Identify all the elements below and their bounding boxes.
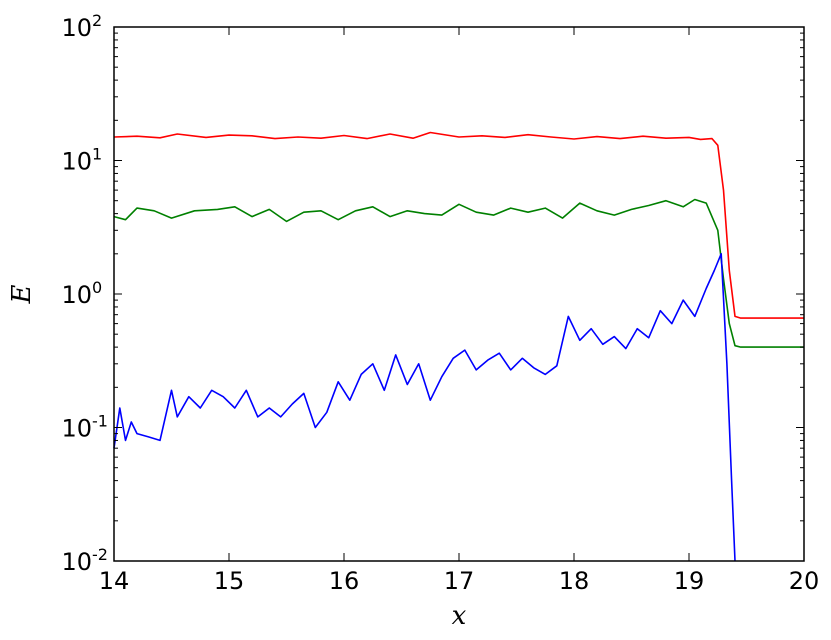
y-tick-label-base: 10 bbox=[61, 281, 92, 309]
series-line-3 bbox=[113, 253, 736, 562]
x-tick-label: 15 bbox=[214, 567, 245, 595]
x-tick-label: 14 bbox=[99, 567, 130, 595]
y-tick-label-base: 10 bbox=[61, 415, 92, 443]
x-axis-label: x bbox=[452, 601, 467, 631]
y-tick-label-base: 10 bbox=[61, 148, 92, 176]
y-tick-label-exponent: 1 bbox=[92, 145, 102, 164]
y-tick-label-exponent: -2 bbox=[92, 545, 108, 564]
y-tick-label: 10 bbox=[61, 148, 92, 176]
y-tick-label: 10 bbox=[61, 415, 92, 443]
y-tick-label: 10 bbox=[61, 548, 92, 576]
y-tick-label: 10 bbox=[61, 281, 92, 309]
x-tick-label: 20 bbox=[789, 567, 820, 595]
y-tick-label-exponent: 0 bbox=[92, 278, 102, 297]
y-axis-label: E bbox=[7, 284, 37, 304]
x-tick-label: 17 bbox=[444, 567, 475, 595]
series-layer bbox=[113, 131, 804, 562]
x-tick-label: 19 bbox=[674, 567, 705, 595]
x-tick-label: 18 bbox=[559, 567, 590, 595]
series-line-1 bbox=[113, 131, 804, 319]
plot-frame bbox=[113, 26, 805, 562]
y-tick-label-exponent: 2 bbox=[92, 11, 102, 30]
y-tick-label-base: 10 bbox=[61, 548, 92, 576]
x-tick-label: 16 bbox=[329, 567, 360, 595]
series-line-2 bbox=[113, 198, 804, 348]
y-tick-label-exponent: -1 bbox=[92, 412, 108, 431]
y-tick-label-base: 10 bbox=[61, 14, 92, 42]
y-tick-label: 10 bbox=[61, 14, 92, 42]
ticks-layer bbox=[113, 26, 805, 562]
